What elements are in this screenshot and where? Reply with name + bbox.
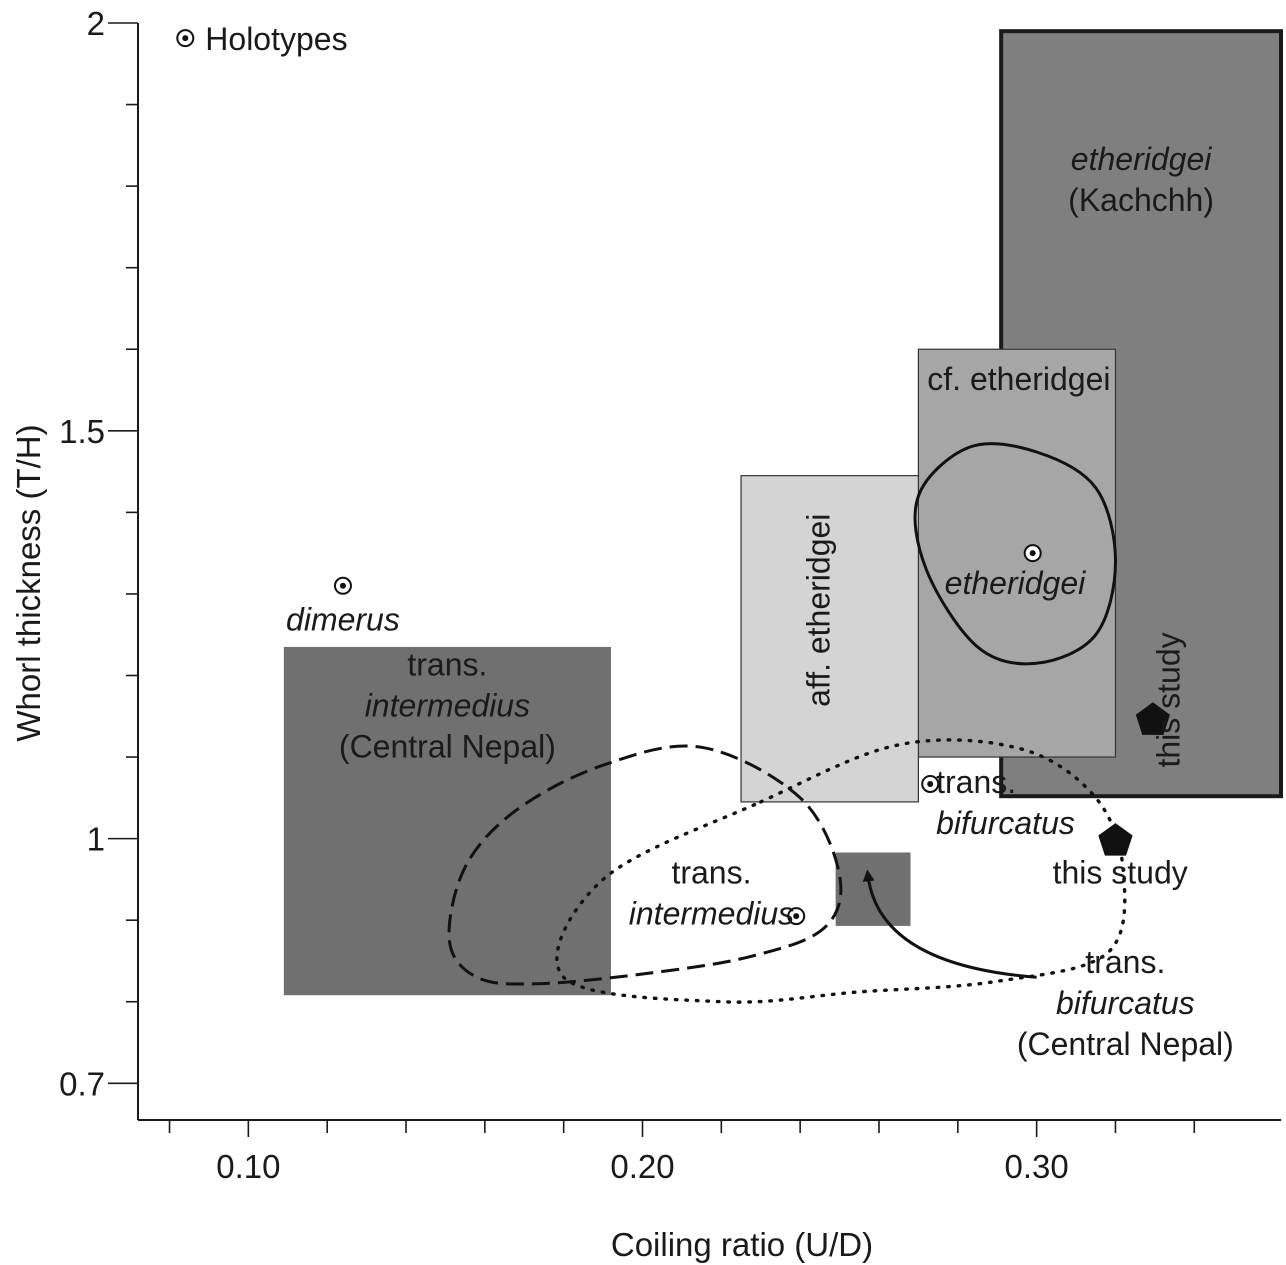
y-tick-label: 0.7 bbox=[59, 1065, 105, 1102]
label-line: cf. etheridgei bbox=[927, 361, 1110, 397]
label-etheridgei: etheridgei bbox=[945, 565, 1086, 601]
holotype-marker-trans-bifurcatus bbox=[921, 774, 940, 793]
range-box-trans-intermedius-central-nepal bbox=[283, 646, 611, 996]
holotype-dot bbox=[339, 582, 346, 589]
label-aff-etheridgei: aff. etheridgei bbox=[801, 514, 837, 707]
legend-label: Holotypes bbox=[205, 21, 347, 57]
y-tick-label: 1 bbox=[87, 821, 105, 858]
x-tick-label: 0.20 bbox=[610, 1148, 674, 1185]
range-boxes bbox=[283, 29, 1283, 996]
label-line: dimerus bbox=[286, 602, 400, 638]
data-markers bbox=[176, 29, 1170, 979]
label-line: bifurcatus bbox=[1056, 985, 1195, 1021]
holotype-dot bbox=[927, 780, 934, 787]
label-line: trans. bbox=[936, 764, 1016, 800]
trans-intermedius-outline bbox=[447, 744, 843, 986]
label-trans-bifurcatus-cn: trans. bifurcatus (Central Nepal) bbox=[1017, 944, 1234, 1062]
label-line: etheridgei bbox=[945, 565, 1086, 601]
range-box-trans-bifurcatus-central-nepal bbox=[835, 852, 911, 926]
y-axis-title: Whorl thickness (T/H) bbox=[10, 424, 47, 741]
label-line: etheridgei bbox=[1071, 141, 1212, 177]
label-line: this study bbox=[1053, 854, 1188, 890]
x-tick-label: 0.30 bbox=[1005, 1148, 1069, 1185]
label-line: (Central Nepal) bbox=[1017, 1026, 1234, 1062]
label-trans-intermedius: trans. intermedius bbox=[629, 854, 794, 931]
label-line: intermedius bbox=[629, 895, 794, 931]
label-cf-etheridgei: cf. etheridgei bbox=[927, 361, 1110, 397]
legend-holotype-marker bbox=[176, 29, 195, 48]
holotype-marker-dimerus bbox=[333, 576, 352, 595]
trans-bifurcatus-outline bbox=[555, 738, 1127, 1004]
label-line: this study bbox=[1150, 632, 1186, 767]
this-study-marker-1 bbox=[1135, 702, 1170, 735]
holotype-marker-etheridgei bbox=[1023, 544, 1042, 563]
x-axis-title: Coiling ratio (U/D) bbox=[611, 1226, 873, 1263]
this-study-marker-2 bbox=[1098, 823, 1133, 856]
label-dimerus: dimerus bbox=[286, 602, 400, 638]
label-line: aff. etheridgei bbox=[801, 514, 837, 707]
label-line: intermedius bbox=[365, 687, 530, 723]
label-line: (Kachchh) bbox=[1068, 182, 1214, 218]
holotype-dot bbox=[1029, 550, 1036, 557]
label-line: trans. bbox=[671, 854, 751, 890]
y-tick-label: 2 bbox=[87, 5, 105, 42]
range-outlines bbox=[447, 442, 1127, 1004]
holotype-dot bbox=[182, 35, 189, 42]
range-box-cf-etheridgei bbox=[917, 348, 1117, 758]
label-line: bifurcatus bbox=[936, 805, 1075, 841]
annotation-arrow bbox=[862, 869, 1037, 979]
etheridgei-outline bbox=[913, 442, 1118, 666]
label-this-study-rotated: this study bbox=[1150, 632, 1186, 767]
label-trans-bifurcatus: trans. bifurcatus bbox=[936, 764, 1075, 841]
holotype-dot bbox=[793, 913, 800, 920]
axes: 0.10 0.20 0.30 2 1.5 1 0.7 bbox=[59, 5, 1281, 1185]
label-etheridgei-kachchh: etheridgei (Kachchh) bbox=[1068, 141, 1214, 218]
label-line: trans. bbox=[1085, 944, 1165, 980]
label-line: (Central Nepal) bbox=[339, 728, 556, 764]
label-trans-intermedius-cn: trans. intermedius (Central Nepal) bbox=[339, 646, 556, 764]
holotype-marker-trans-intermedius bbox=[787, 907, 806, 926]
label-line: trans. bbox=[407, 646, 487, 682]
label-this-study: this study bbox=[1053, 854, 1188, 890]
x-tick-label: 0.10 bbox=[216, 1148, 280, 1185]
y-tick-label: 1.5 bbox=[59, 413, 105, 450]
